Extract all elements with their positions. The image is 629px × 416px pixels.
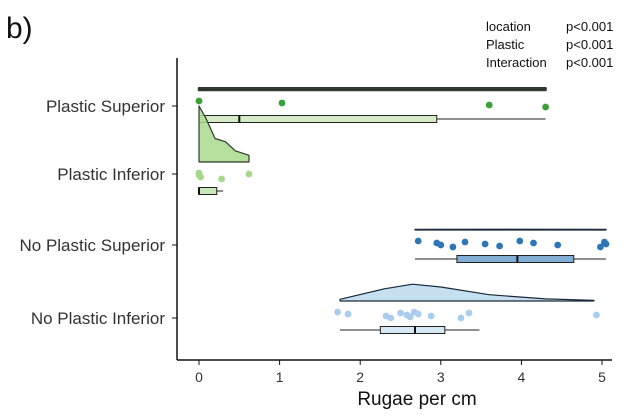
x-tick-label: 1 [276,369,284,385]
data-point [593,311,600,319]
x-axis-label: Rugae per cm [357,389,476,410]
data-point [195,97,203,105]
box [456,255,575,263]
stat-p: p<0.001 [566,37,613,52]
group-plastic-superior: Plastic Superior [46,86,549,123]
data-point [465,309,473,317]
group-plastic-inferior: Plastic Inferior [57,105,253,195]
data-point [437,241,445,249]
x-tick-label: 3 [437,369,445,385]
group-no-plastic-inferior: No Plastic Inferior [31,283,600,334]
x-tick-label: 5 [598,369,606,385]
data-point [530,239,537,247]
density-cloud [197,86,547,92]
data-point [457,314,465,322]
data-point [461,238,469,246]
stat-term: location [486,19,531,34]
x-tick-label: 0 [195,369,203,385]
data-point [414,237,422,245]
data-point [334,308,341,316]
x-tick-label: 2 [356,369,364,385]
data-point [387,314,395,322]
stat-term: Interaction [486,55,547,70]
data-point [344,310,352,318]
data-point [485,101,493,109]
data-point [602,240,610,248]
category-label: Plastic Inferior [57,165,165,184]
density-cloud [339,283,595,302]
category-label: Plastic Superior [46,97,165,116]
box [198,187,218,195]
data-point [406,313,414,321]
density-cloud [198,105,250,163]
panel-label: b) [6,12,33,45]
category-label: No Plastic Inferior [31,309,165,328]
box [198,115,438,123]
data-point [245,170,253,178]
data-point [597,243,604,251]
data-point [397,309,404,317]
data-point [554,241,562,249]
x-tick-label: 4 [518,369,526,385]
data-point [197,173,205,181]
plot-area: 0 1 2 3 4 5 Plastic Superior Plastic Inferior No… [19,58,612,385]
box [379,326,446,334]
category-label: No Plastic Superior [19,236,165,255]
data-point [496,242,503,250]
data-point [414,310,422,318]
stats-table: location p<0.001 Plastic p<0.001 Interac… [486,19,613,70]
data-point [449,243,457,251]
data-point [542,103,549,111]
stat-p: p<0.001 [566,55,613,70]
data-point [516,237,524,245]
data-point [218,175,226,183]
data-point [278,99,286,107]
data-point [481,240,489,248]
data-point [427,312,435,320]
group-no-plastic-superior: No Plastic Superior [19,228,610,263]
stat-p: p<0.001 [566,19,613,34]
stat-term: Plastic [486,37,525,52]
density-cloud [414,228,607,231]
